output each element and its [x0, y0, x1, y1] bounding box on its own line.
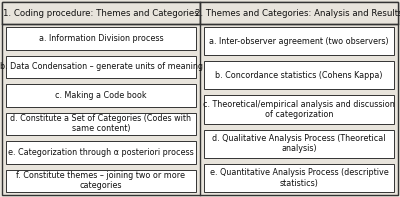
Text: 1. Coding procedure: Themes and Categories: 1. Coding procedure: Themes and Categori…	[3, 8, 199, 18]
Text: e. Quantitative Analysis Process (descriptive
statistics): e. Quantitative Analysis Process (descri…	[210, 168, 388, 188]
Text: e. Categorization through α posteriori process: e. Categorization through α posteriori p…	[8, 148, 194, 157]
Bar	[204, 27, 394, 55]
Bar	[204, 130, 394, 158]
Bar	[6, 169, 196, 192]
Bar	[204, 95, 394, 124]
Text: b. Data Condensation – generate units of meaning: b. Data Condensation – generate units of…	[0, 62, 202, 71]
Text: 2. Themes and Categories: Analysis and Results: 2. Themes and Categories: Analysis and R…	[195, 8, 400, 18]
Bar	[6, 141, 196, 164]
Bar	[6, 84, 196, 107]
Text: a. Inter-observer agreement (two observers): a. Inter-observer agreement (two observe…	[209, 37, 389, 46]
Text: b. Concordance statistics (Cohens Kappa): b. Concordance statistics (Cohens Kappa)	[215, 71, 383, 80]
Text: c. Making a Code book: c. Making a Code book	[55, 91, 147, 100]
Bar	[6, 27, 196, 49]
Text: d. Qualitative Analysis Process (Theoretical
analysis): d. Qualitative Analysis Process (Theoret…	[212, 134, 386, 153]
Text: a. Information Division process: a. Information Division process	[39, 34, 163, 43]
Bar	[6, 56, 196, 78]
Bar	[2, 2, 200, 24]
Bar	[204, 61, 394, 89]
Bar	[204, 164, 394, 192]
Text: f. Constitute themes – joining two or more
categories: f. Constitute themes – joining two or mo…	[16, 171, 186, 190]
Text: c. Theoretical/empirical analysis and discussion
of categorization: c. Theoretical/empirical analysis and di…	[203, 100, 395, 119]
Bar	[6, 112, 196, 135]
Bar	[200, 2, 398, 24]
Text: d. Constitute a Set of Categories (Codes with
same content): d. Constitute a Set of Categories (Codes…	[10, 114, 192, 133]
